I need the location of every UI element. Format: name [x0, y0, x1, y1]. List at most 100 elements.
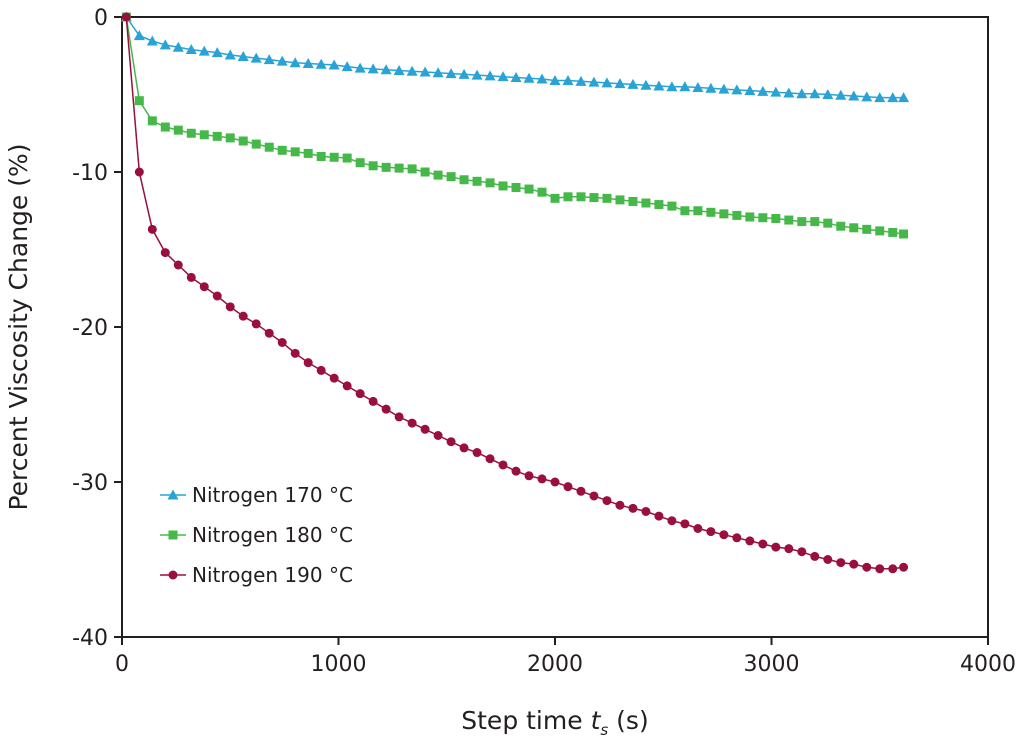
data-point: [667, 516, 677, 526]
data-point: [277, 338, 287, 347]
data-point: [836, 221, 846, 231]
data-point: [783, 87, 795, 98]
y-axis-ticks: 0 -10 -20 -30 -40: [72, 6, 122, 651]
y-tick-label: -10: [72, 161, 108, 186]
data-point: [303, 358, 313, 368]
data-point: [822, 89, 834, 99]
data-point: [550, 193, 560, 203]
data-point: [212, 131, 222, 141]
data-point: [342, 153, 352, 163]
data-point: [498, 460, 508, 470]
data-point: [419, 66, 431, 77]
data-point: [355, 389, 365, 399]
data-point: [862, 562, 872, 572]
data-point: [757, 85, 769, 96]
data-point: [810, 551, 820, 561]
data-point: [394, 163, 404, 173]
data-point: [758, 213, 768, 223]
data-point: [303, 148, 313, 158]
data-point: [289, 57, 301, 68]
data-point: [706, 527, 716, 537]
data-point: [614, 78, 626, 89]
data-point: [641, 198, 651, 208]
x-tick-label: 3000: [744, 652, 800, 677]
data-point: [679, 81, 691, 92]
data-point: [420, 424, 430, 434]
legend-marker-circle: [168, 570, 178, 580]
data-point: [797, 217, 807, 227]
data-point: [731, 84, 743, 95]
data-point: [575, 75, 587, 86]
data-point: [823, 555, 833, 564]
data-point: [628, 196, 638, 206]
data-point: [276, 55, 288, 66]
data-point: [887, 92, 899, 103]
data-point: [212, 291, 222, 301]
data-point: [173, 260, 183, 270]
data-point: [888, 564, 898, 574]
data-point: [381, 404, 391, 414]
data-point: [380, 64, 392, 75]
data-point: [615, 195, 625, 205]
data-point: [472, 448, 482, 458]
data-point: [147, 224, 157, 234]
data-point: [640, 79, 652, 90]
data-point: [523, 72, 535, 83]
data-point: [354, 62, 366, 73]
data-point: [277, 145, 287, 155]
data-point: [251, 139, 261, 149]
data-point: [199, 282, 209, 292]
data-point: [406, 65, 418, 76]
data-point: [589, 193, 599, 203]
data-point: [484, 70, 496, 81]
x-tick-label: 4000: [960, 652, 1016, 677]
data-point: [653, 80, 665, 91]
data-point: [680, 519, 690, 529]
data-point: [641, 506, 651, 516]
data-point: [576, 192, 586, 202]
data-point: [692, 82, 704, 93]
data-point: [810, 217, 820, 227]
data-point: [875, 226, 885, 236]
data-point: [654, 200, 664, 210]
data-point: [329, 152, 339, 162]
data-point: [185, 44, 197, 55]
data-point: [563, 192, 573, 202]
data-point: [823, 218, 833, 228]
legend-label: Nitrogen 190 °C: [192, 563, 353, 587]
data-point: [134, 167, 144, 177]
data-point: [524, 184, 534, 194]
data-point: [693, 206, 703, 216]
legend-marker-square: [168, 530, 178, 540]
data-point: [432, 67, 444, 78]
data-point: [211, 47, 223, 58]
data-point: [250, 52, 262, 63]
data-point: [302, 58, 314, 68]
data-point: [602, 496, 612, 506]
data-point: [368, 161, 378, 171]
data-point: [797, 547, 807, 557]
data-point: [874, 92, 886, 103]
data-point: [146, 35, 158, 46]
data-point: [511, 466, 521, 476]
data-point: [666, 81, 678, 92]
data-point: [225, 302, 235, 312]
data-point: [809, 88, 821, 99]
data-point: [706, 207, 716, 217]
data-point: [238, 136, 248, 146]
data-point: [497, 71, 509, 82]
data-point: [602, 193, 612, 203]
plot-area: [121, 16, 989, 638]
data-point: [537, 474, 547, 484]
data-point: [550, 477, 560, 487]
data-point: [745, 212, 755, 222]
data-point: [758, 539, 768, 549]
data-point: [862, 224, 872, 234]
data-point: [159, 39, 171, 50]
y-tick-label: -20: [72, 316, 108, 341]
data-point: [628, 503, 638, 513]
data-point: [744, 85, 756, 96]
x-axis-title: Step time ts (s): [461, 706, 648, 739]
data-point: [394, 412, 404, 422]
y-tick-label: -30: [72, 471, 108, 496]
